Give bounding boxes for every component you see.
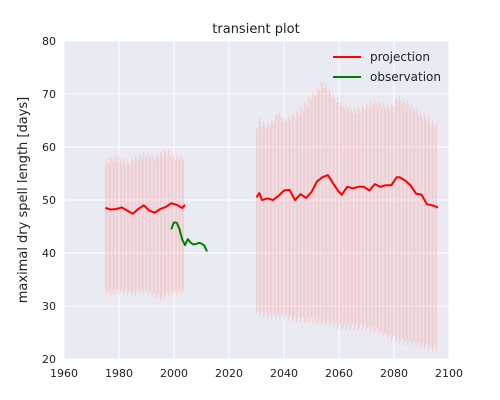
y-tick-label: 30 <box>42 300 56 313</box>
series-line-projection <box>105 202 186 215</box>
x-tick-label: 2000 <box>160 367 188 380</box>
x-tick-label: 2060 <box>325 367 353 380</box>
y-tick-label: 40 <box>42 247 56 260</box>
y-tick-label: 70 <box>42 88 56 101</box>
x-tick-label: 2100 <box>435 367 463 380</box>
spread-bands <box>104 82 437 352</box>
y-tick-label: 80 <box>42 35 56 48</box>
legend: projection observation <box>333 50 441 84</box>
x-tick-label: 2080 <box>380 367 408 380</box>
chart-title: transient plot <box>212 22 299 37</box>
series-lines <box>105 174 439 252</box>
y-tick-label: 50 <box>42 194 56 207</box>
x-tick-label: 1960 <box>50 367 78 380</box>
x-tick-label: 2040 <box>270 367 298 380</box>
x-tick-label: 1980 <box>105 367 133 380</box>
y-tick-label: 60 <box>42 141 56 154</box>
x-tick-label: 2020 <box>215 367 243 380</box>
series-line-observation <box>170 221 208 252</box>
tick-labels: 1960 1980 2000 2020 2040 2060 2080 2100 20 30 40 50… <box>42 35 463 380</box>
legend-observation-label: observation <box>370 70 441 84</box>
y-axis-label: maximal dry spell length [days] <box>16 97 31 304</box>
series-line-projection <box>255 174 439 209</box>
y-tick-label: 20 <box>42 353 56 366</box>
legend-projection-label: projection <box>370 50 430 64</box>
